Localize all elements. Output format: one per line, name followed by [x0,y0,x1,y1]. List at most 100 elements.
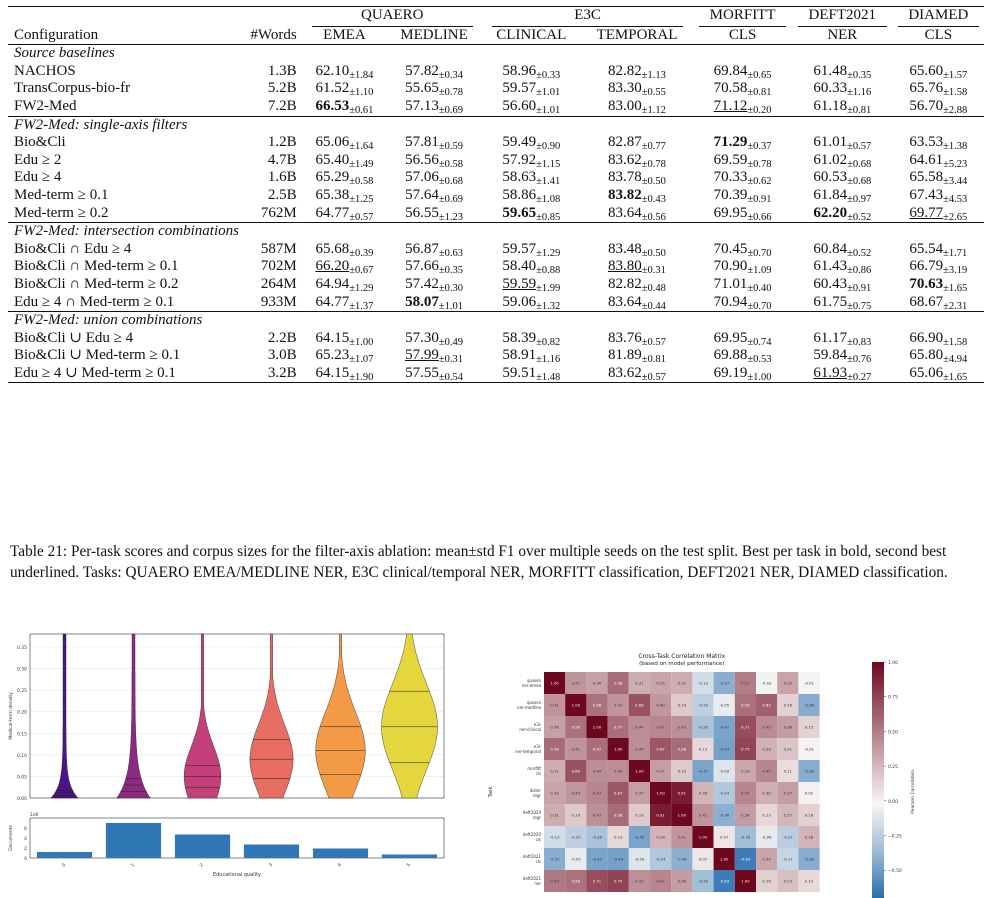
cell-value-label: 1.00 [656,791,665,796]
group-header: DEFT2021 [792,7,893,27]
heatmap-cell [756,738,778,760]
score-mean: 57.30 [405,329,439,346]
heatmap-cell [671,848,693,870]
heatmap-cell [798,826,820,848]
score-mean: 69.84 [713,62,748,79]
cell-value-label: 0.43 [678,725,687,730]
score-std: ±1.84 [349,69,374,81]
score-mean: 70.94 [713,293,748,310]
cell-value-label: 0.71 [741,725,750,730]
cell-value-label: 0.47 [762,769,771,774]
cell-value-label: 0.37 [656,769,665,774]
score-std: ±1.32 [536,300,561,312]
score-mean: 62.20 [813,204,848,221]
score-cell: 59.49±0.90 [482,134,581,152]
score-mean: 57.42 [405,275,439,292]
score-mean: 71.12 [713,97,748,114]
heatmap-cell [650,782,672,804]
score-std: ±0.56 [641,211,666,223]
heatmap-cell [756,848,778,870]
row-label: deft2021 [523,854,542,859]
score-cell: 57.13±0.69 [386,98,482,116]
score-cell: 57.64±0.69 [386,187,482,205]
heatmap-cell [586,870,608,892]
heatmap-cell [607,848,629,870]
chart-subtitle: (based on model performance) [639,661,724,667]
x-tick-label: 5 [406,862,412,868]
heatmap-cell [565,870,587,892]
score-std: ±1.01 [438,300,463,312]
heatmap-cell [607,716,629,738]
word-count: 1.6B [267,169,297,186]
group-header: QUAERO [303,7,482,27]
table-row: Bio&Cli ∩ Med-term ≥ 0.2 264M 64.94±1.29 57… [8,276,984,294]
table-row: Bio&Cli ∩ Med-term ≥ 0.1 702M 66.20±0.67 57… [8,258,984,276]
score-mean: 65.06 [909,364,944,381]
score-mean: 83.62 [608,364,642,381]
score-mean: 60.84 [813,240,848,257]
score-cell: 64.77±1.37 [303,294,387,312]
cell-value-label: -0.06 [762,835,772,840]
score-mean: 56.60 [502,97,537,114]
score-mean: 57.81 [405,134,439,151]
score-std: ±0.83 [847,336,872,348]
bar [312,848,369,858]
score-cell: 56.70±2.88 [893,98,984,116]
score-std: ±0.85 [536,211,561,223]
score-cell: 61.17±0.83 [792,330,893,348]
config-name: Edu ≥ 4 ∩ Med-term ≥ 0.1 [14,293,175,310]
score-cell: 58.07±1.01 [386,294,482,312]
cell-value-label: -0.20 [571,835,581,840]
cell-value-label: 0.29 [762,747,771,752]
score-cell: 70.45±0.70 [693,241,792,259]
score-mean: 66.20 [315,258,350,275]
score-cell: 83.00±1.12 [581,98,694,116]
heatmap-cell [777,716,799,738]
score-mean: 64.15 [315,329,350,346]
score-std: ±0.66 [747,211,772,223]
heatmap-cell [756,694,778,716]
cell-value-label: 0.28 [805,835,814,840]
heatmap-cell [544,694,566,716]
word-count: 264M [260,275,297,292]
cell-value-label: -0.36 [677,857,687,862]
score-cell: 57.66±0.35 [386,258,482,276]
cell-value-label: 0.07 [720,835,729,840]
heatmap-cell [734,716,756,738]
score-std: ±0.20 [747,104,772,116]
violin-bar-figure: 0.00 0.05 0.10 0.15 0.20 0.25 0.30 0.35 Medical-… [8,633,445,878]
cell-value-label: 0.31 [678,681,687,686]
config-name: Med-term ≥ 0.2 [14,204,109,221]
y-tick-label: 4 [24,836,27,842]
heatmap-cell [692,782,714,804]
score-std: ±0.57 [641,336,666,348]
score-cell: 65.54±1.71 [893,241,984,259]
score-cell: 58.39±0.82 [482,330,581,348]
heatmap-cell [756,826,778,848]
cell-value-label: 0.69 [635,703,644,708]
heatmap-cell [586,804,608,826]
cell-value-label: -0.36 [719,813,729,818]
cell-value-label: 0.47 [593,791,602,796]
cell-value-label: -0.63 [740,857,750,862]
heatmap-cell [798,782,820,804]
cell-value-label: 0.38 [741,813,750,818]
score-std: ±0.75 [847,300,872,312]
score-cell: 57.06±0.68 [386,169,482,187]
heatmap-cell [628,716,650,738]
cell-value-label: 0.40 [656,703,665,708]
score-cell: 64.15±1.90 [303,365,387,383]
score-mean: 59.57 [502,240,537,257]
heatmap-cell [777,848,799,870]
score-mean: 67.43 [909,186,944,203]
heatmap-cell [586,716,608,738]
cell-value-label: -0.26 [592,835,602,840]
row-label: ner-clinical [519,727,541,732]
y-tick-label: 0.25 [17,688,27,694]
heatmap-cell [607,672,629,694]
group-header-label: DEFT2021 [797,7,887,27]
heatmap-cell [671,870,693,892]
score-mean: 58.39 [502,329,537,346]
cell-value-label: 0.58 [614,813,623,818]
score-std: ±0.43 [641,193,666,205]
